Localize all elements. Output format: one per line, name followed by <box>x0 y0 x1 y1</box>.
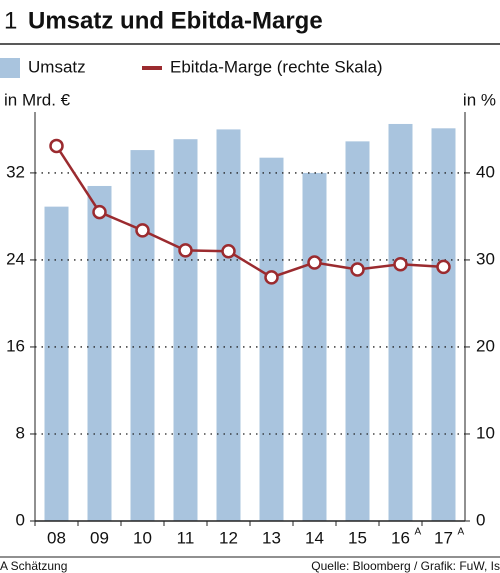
line-point <box>221 243 236 259</box>
line-point <box>350 262 365 277</box>
x-tick-label: 14 <box>305 528 324 547</box>
line-point <box>92 204 107 220</box>
bar <box>130 150 155 521</box>
y2-tick-label: 40 <box>476 162 495 181</box>
chart-title: Umsatz und Ebitda-Marge <box>28 7 323 34</box>
x-tick-label: 15 <box>348 528 367 547</box>
line-point <box>135 223 150 238</box>
y2-axis-label: in % <box>463 90 496 109</box>
x-tick-label: 16 <box>391 528 410 547</box>
x-tick-label: 10 <box>133 528 152 547</box>
legend-label: Umsatz <box>28 57 86 76</box>
line-point <box>307 255 322 270</box>
legend-swatch <box>0 58 20 78</box>
y2-tick-label: 0 <box>476 510 485 529</box>
estimate-mark: A <box>415 527 422 538</box>
bar <box>259 157 284 522</box>
line-point <box>178 243 193 258</box>
y-tick-label: 8 <box>16 423 25 442</box>
x-tick-label: 08 <box>47 528 66 547</box>
line <box>55 145 444 279</box>
x-tick-label: 11 <box>177 528 195 547</box>
y-tick-label: 24 <box>6 249 25 268</box>
bar <box>431 128 456 522</box>
x-tick-label: 12 <box>219 528 238 547</box>
y2-tick-label: 10 <box>476 423 495 442</box>
source: Quelle: Bloomberg / Grafik: FuW, Is <box>311 559 500 573</box>
estimate-mark: A <box>458 527 465 538</box>
chart-number: 1 <box>4 7 17 34</box>
line-point <box>393 257 408 272</box>
y-tick-label: 32 <box>6 162 25 181</box>
x-tick-label: 09 <box>90 528 109 547</box>
line-point <box>264 270 279 285</box>
x-tick-label: 17 <box>434 528 453 547</box>
footnote: A Schätzung <box>0 559 67 573</box>
legend-label: Ebitda-Marge (rechte Skala) <box>170 57 383 76</box>
bar <box>388 123 413 521</box>
x-tick-label: 13 <box>262 528 281 547</box>
y2-tick-label: 20 <box>476 336 495 355</box>
bar <box>87 185 112 521</box>
line-point <box>49 138 64 154</box>
y2-tick-label: 30 <box>476 249 495 268</box>
y-tick-label: 0 <box>16 510 25 529</box>
bar <box>44 206 69 522</box>
bar <box>345 141 370 521</box>
bar <box>173 139 198 521</box>
y-axis-label: in Mrd. € <box>4 90 71 109</box>
line-point <box>436 259 451 275</box>
bar <box>216 129 241 522</box>
y-tick-label: 16 <box>6 336 25 355</box>
